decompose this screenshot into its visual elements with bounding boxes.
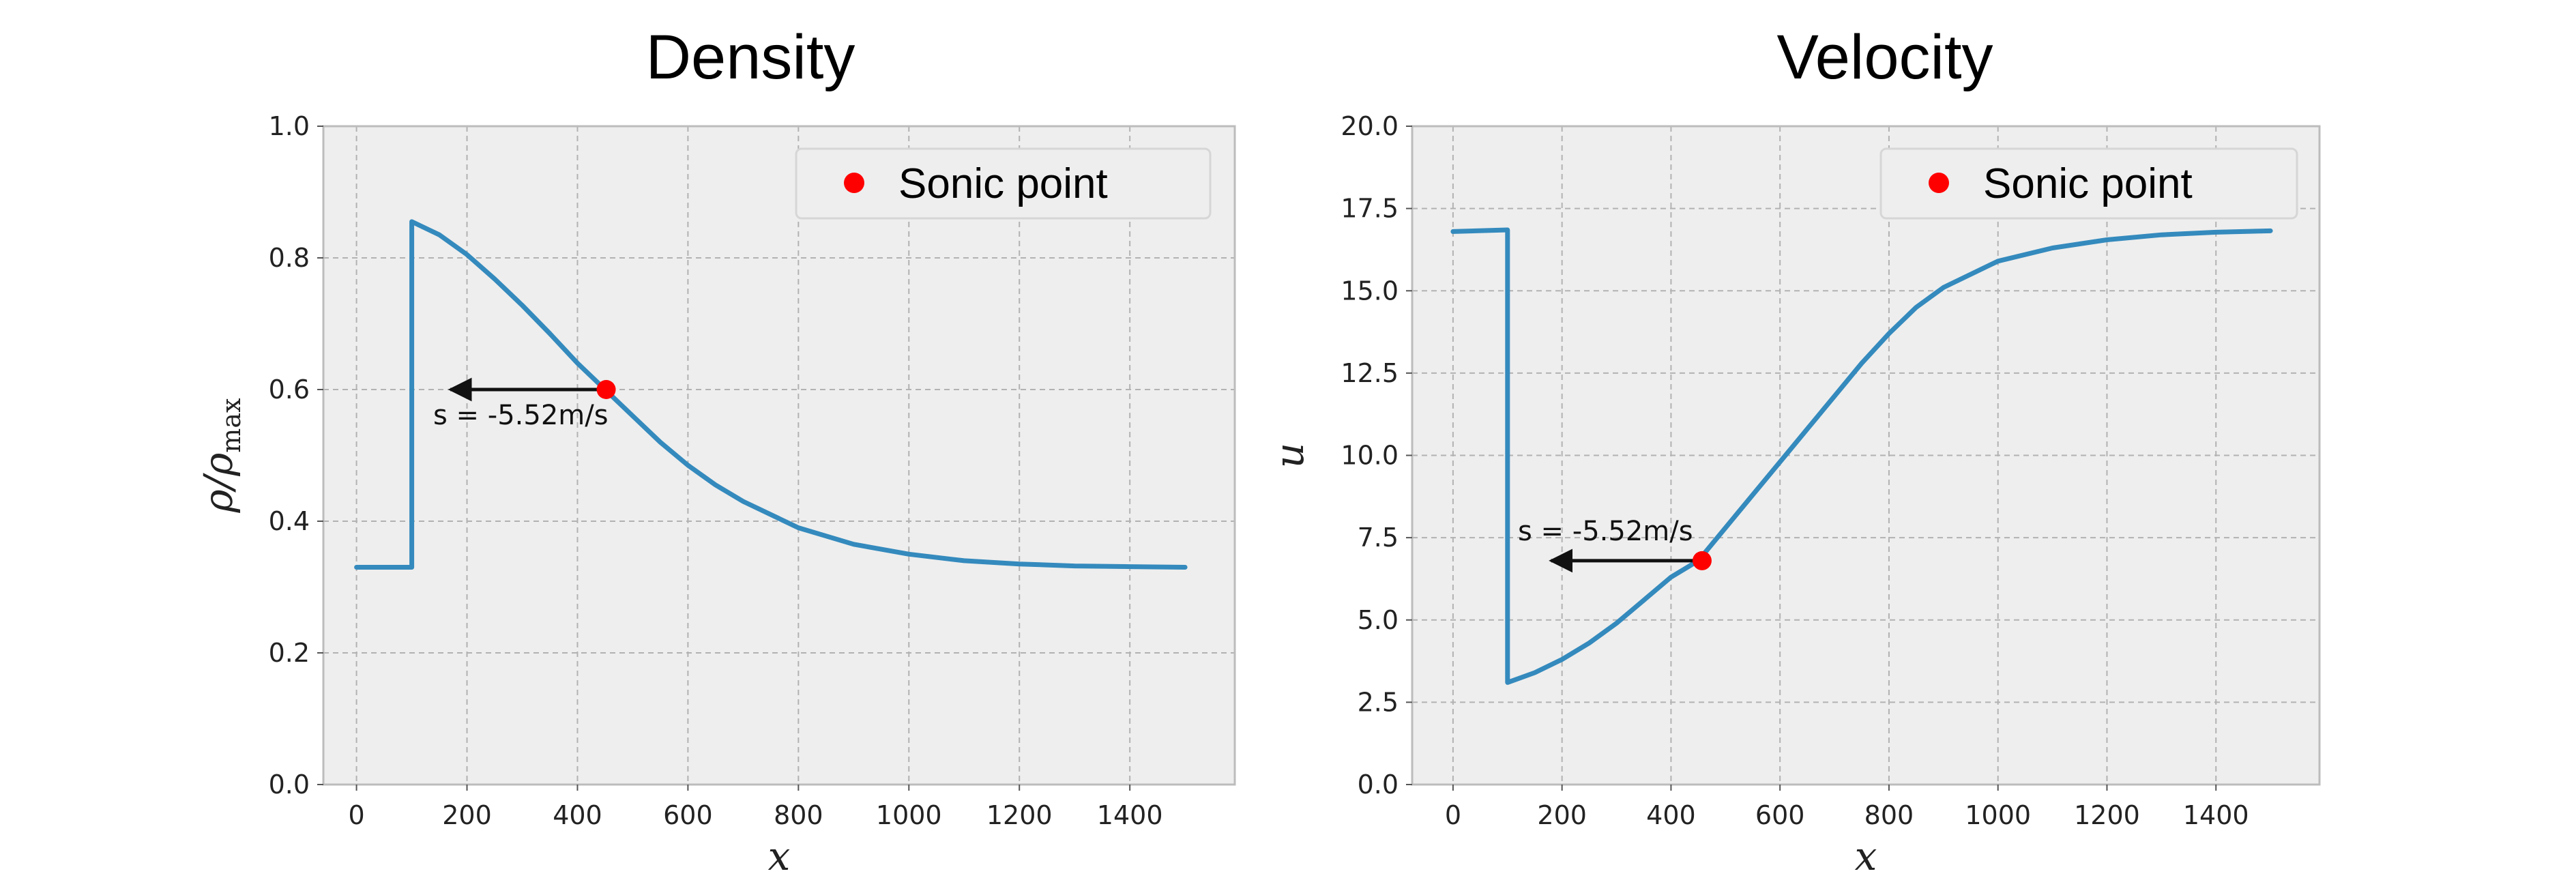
y-tick-label: 0.8 [269,243,310,273]
chart-title: Velocity [1776,23,1993,92]
series-line [1450,227,2273,685]
y-tick-label: 15.0 [1341,276,1399,306]
plot-area [323,126,1235,785]
x-tick-label: 1400 [1097,800,1163,830]
series-line [354,219,1188,570]
y-tick-label: 10.0 [1341,441,1399,471]
velocity-chart: Velocity 0 200 400 600 800 1000 1200 1400 0.0 2.5 5… [1266,23,2321,878]
y-tick-label: 2.5 [1358,687,1399,717]
y-tick-label: 20.0 [1341,111,1399,141]
y-tick-label: 7.5 [1358,523,1399,553]
y-axis-label-main: ρ/ρ [195,453,241,514]
legend-label: Sonic point [898,160,1108,207]
chart-title: Density [646,23,855,92]
legend-marker [844,173,864,193]
legend-box [1879,147,2298,220]
x-tick-label: 1200 [2074,800,2140,830]
sonic-point-marker [596,380,616,399]
y-tick-label: 0.2 [269,638,310,668]
x-tick-label: 0 [1445,800,1461,830]
x-tick-label: 800 [774,800,823,830]
y-axis-label-sub: max [216,398,246,453]
x-tick-label: 200 [442,800,492,830]
legend: Sonic point [1879,147,2298,220]
x-tick-label: 800 [1864,800,1914,830]
y-tick-label: 0.0 [1358,770,1399,800]
y-axis-label: u [1266,443,1313,468]
legend-label: Sonic point [1983,160,2193,207]
annotation-label: s = -5.52m/s [1518,516,1693,547]
density-chart: Density 0 200 400 600 800 1000 1200 1400 0.0 0.2 0.… [195,23,1236,878]
x-axis-label: x [768,833,791,878]
y-tick-label: 17.5 [1341,194,1399,224]
x-tick-label: 400 [1646,800,1696,830]
x-tick-label: 600 [1755,800,1805,830]
sonic-point-marker [1692,551,1712,570]
x-tick-label: 1000 [876,800,942,830]
legend-marker [1929,173,1949,193]
legend: Sonic point [795,147,1212,220]
y-tick-label: 0.4 [269,506,310,536]
y-tick-label: 5.0 [1358,605,1399,635]
x-tick-label: 1000 [1965,800,2031,830]
y-tick-label: 12.5 [1341,358,1399,388]
x-tick-label: 600 [663,800,713,830]
y-tick-label: 0.0 [269,770,310,800]
x-axis-label: x [1855,833,1877,878]
y-tick-label: 0.6 [269,375,310,405]
y-axis-label: ρ/ρmax [195,398,246,514]
annotation-label: s = -5.52m/s [433,400,609,431]
axes-frame [322,125,1236,786]
legend-box [795,147,1212,220]
x-tick-label: 1200 [986,800,1053,830]
y-tick-label: 1.0 [269,111,310,141]
x-tick-label: 1400 [2183,800,2249,830]
x-tick-label: 400 [553,800,602,830]
x-tick-label: 200 [1537,800,1587,830]
x-tick-label: 0 [348,800,364,830]
